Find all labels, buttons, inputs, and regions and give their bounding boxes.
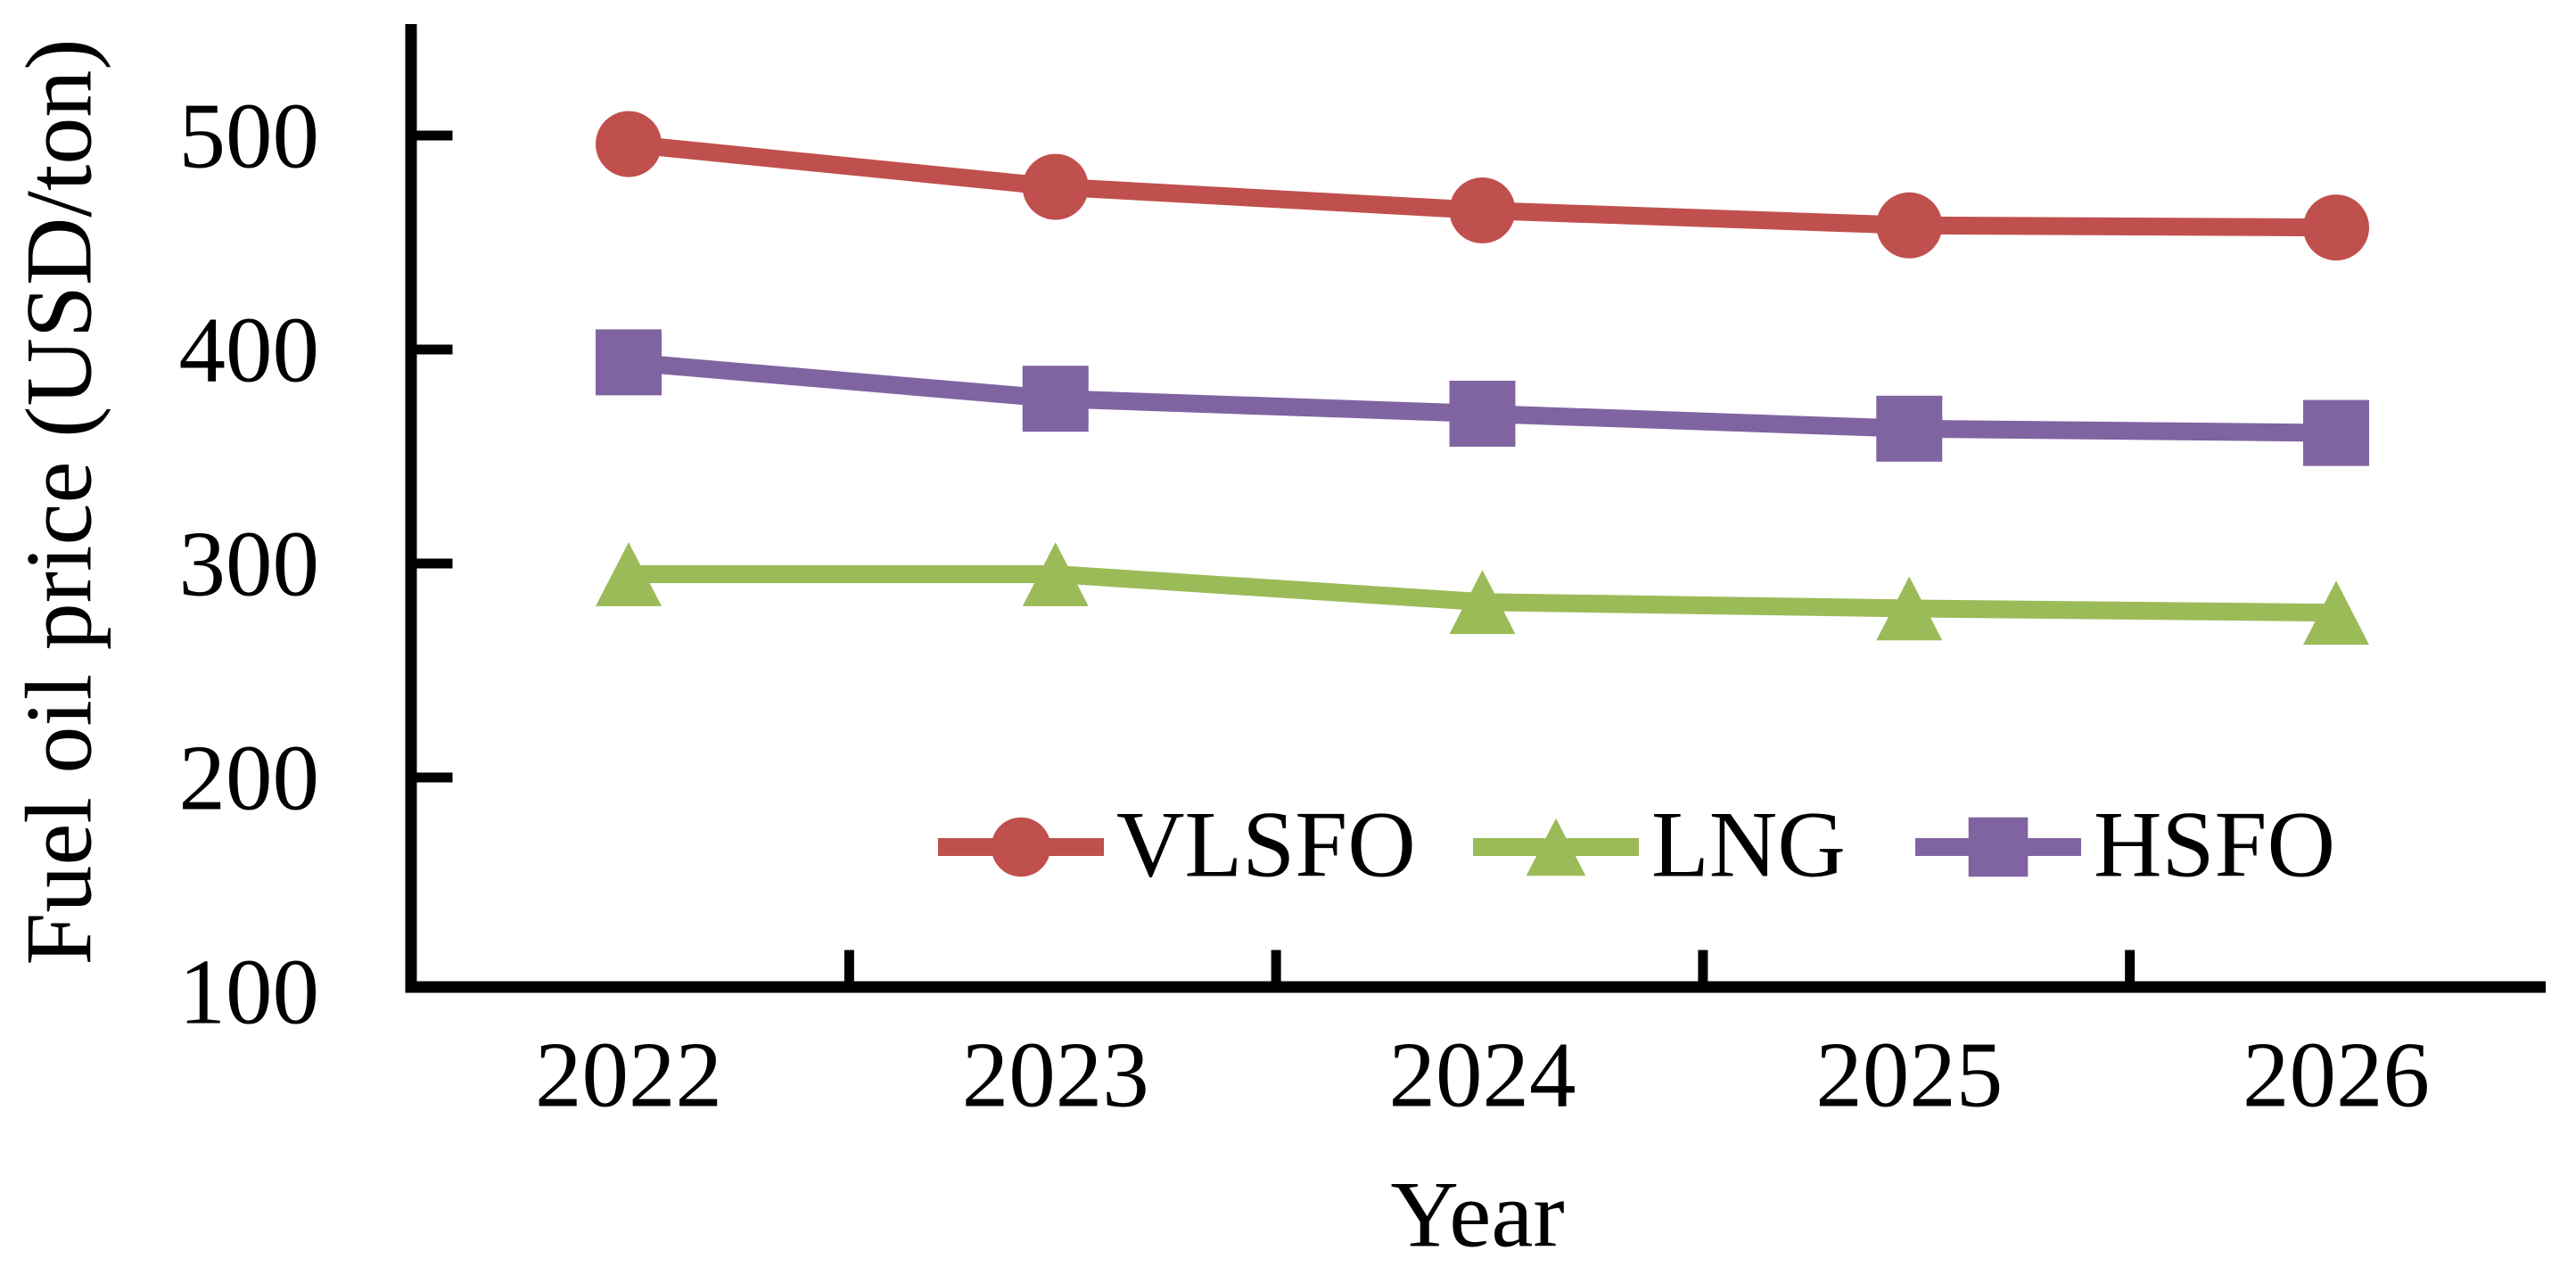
legend-marker-hsfo bbox=[1968, 817, 2029, 877]
series-marker-lng-2022 bbox=[596, 542, 662, 606]
series-marker-hsfo-2022 bbox=[596, 329, 662, 396]
series-markers-vlsfo bbox=[596, 111, 2369, 261]
legend-marker-vlsfo bbox=[991, 817, 1051, 877]
legend-label-vlsfo: VLSFO bbox=[1116, 793, 1416, 897]
x-tick-label: 2026 bbox=[2243, 1023, 2430, 1127]
series-marker-vlsfo-2022 bbox=[596, 111, 662, 177]
series-marker-vlsfo-2024 bbox=[1449, 177, 1516, 243]
x-axis-title: Year bbox=[1390, 1163, 1564, 1267]
series-marker-vlsfo-2023 bbox=[1022, 153, 1089, 220]
series-marker-lng-2023 bbox=[1022, 542, 1089, 606]
legend-marker-lng bbox=[1526, 818, 1586, 876]
y-axis-title: Fuel oil price (USD/ton) bbox=[7, 38, 111, 965]
x-tick-label: 2022 bbox=[535, 1023, 722, 1127]
legend-label-lng: LNG bbox=[1651, 793, 1846, 897]
series-marker-lng-2026 bbox=[2303, 580, 2369, 646]
legend: VLSFO LNG HSFO bbox=[938, 793, 2335, 897]
series-marker-vlsfo-2026 bbox=[2303, 194, 2369, 261]
series-markers-lng bbox=[596, 542, 2369, 646]
plot-axes: 100 200 300 400 500 2022 2023 2024 2025 2026 Year F… bbox=[7, 24, 2546, 1267]
legend-entry-hsfo: HSFO bbox=[1915, 793, 2335, 897]
series-marker-lng-2025 bbox=[1876, 576, 1943, 641]
legend-entry-vlsfo: VLSFO bbox=[938, 793, 1416, 897]
y-tick-label: 400 bbox=[179, 298, 320, 402]
series-marker-hsfo-2026 bbox=[2303, 399, 2369, 466]
series-marker-hsfo-2024 bbox=[1449, 381, 1516, 447]
legend-label-hsfo: HSFO bbox=[2094, 793, 2335, 897]
series-markers-hsfo bbox=[596, 329, 2369, 466]
series-marker-hsfo-2025 bbox=[1876, 395, 1943, 462]
series-marker-hsfo-2023 bbox=[1022, 366, 1089, 432]
y-tick-label: 500 bbox=[179, 84, 320, 188]
series-marker-lng-2024 bbox=[1449, 570, 1516, 635]
x-tick-label: 2023 bbox=[962, 1023, 1149, 1127]
y-tick-label: 200 bbox=[179, 726, 320, 830]
y-tick-label: 300 bbox=[179, 512, 320, 616]
x-tick-label: 2024 bbox=[1389, 1023, 1576, 1127]
legend-entry-lng: LNG bbox=[1473, 793, 1846, 897]
series-marker-vlsfo-2025 bbox=[1876, 192, 1943, 259]
x-tick-label: 2025 bbox=[1815, 1023, 2003, 1127]
y-tick-label: 100 bbox=[179, 940, 320, 1044]
